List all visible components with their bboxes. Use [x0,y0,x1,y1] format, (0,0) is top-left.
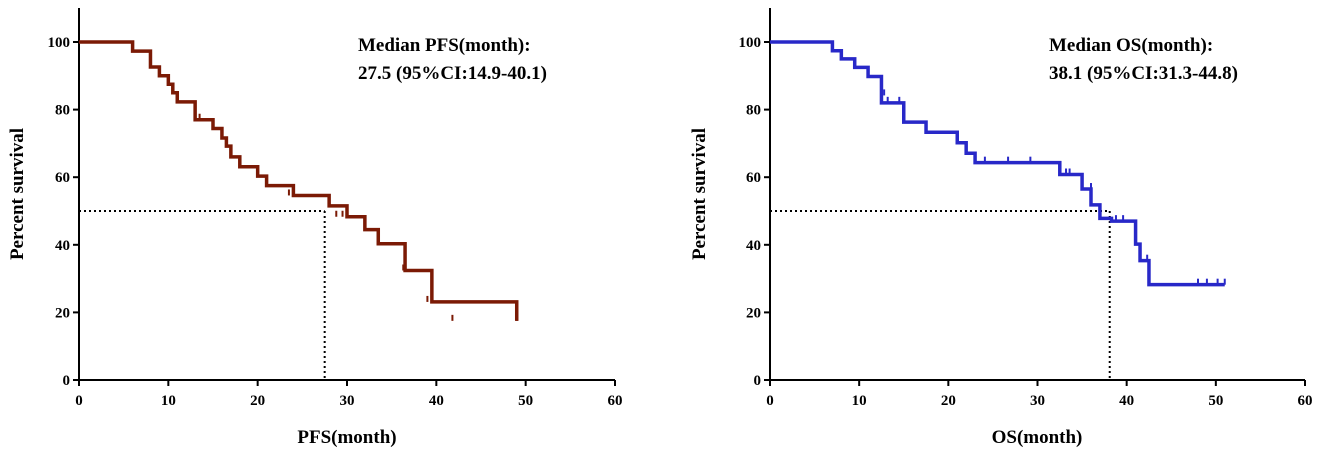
pfs-chart-panel: 0 10 20 30 40 50 60 0 20 40 60 80 100 PFS(month) Per… [7,8,623,448]
pfs-median-annotation-value: 27.5 (95%CI:14.9-40.1) [358,63,547,84]
pfs-x-axis-label: PFS(month) [297,427,396,448]
pfs-survival-step-line [79,40,519,321]
os-median-guides [770,210,1111,380]
pfs-y-tick-label: 60 [55,170,70,186]
os-x-tick-label: 40 [1119,393,1134,409]
pfs-x-tick-label: 40 [429,393,444,409]
pfs-y-tick-label: 40 [55,238,70,254]
os-x-tick-label: 10 [852,393,867,409]
os-median-annotation-title: Median OS(month): [1049,35,1213,56]
os-y-tick-label: 80 [746,103,761,119]
pfs-y-tick-label: 100 [48,35,71,51]
os-median-annotation-value: 38.1 (95%CI:31.3-44.8) [1049,63,1238,84]
pfs-y-tick-label: 20 [55,305,70,321]
os-survival-step-line [770,40,1225,287]
pfs-x-tick-label: 50 [518,393,533,409]
os-x-tick-label: 20 [941,393,956,409]
os-x-tick-label: 30 [1030,393,1045,409]
os-chart-panel: 0 10 20 30 40 50 60 0 20 40 60 80 100 OS(month) Perc… [689,8,1313,448]
os-y-axis-label: Percent survival [689,128,710,260]
os-x-tick-label: 50 [1208,393,1223,409]
pfs-y-axis-label: Percent survival [7,128,28,260]
pfs-ticks: 0 10 20 30 40 50 60 0 20 40 60 80 100 [48,35,623,409]
pfs-x-tick-label: 0 [75,393,83,409]
pfs-x-tick-label: 60 [608,393,623,409]
os-survival-curve [770,40,1226,287]
os-ticks: 0 10 20 30 40 50 60 0 20 40 60 80 100 [739,35,1313,409]
pfs-x-tick-label: 10 [161,393,176,409]
pfs-median-annotation-title: Median PFS(month): [358,35,531,56]
os-y-tick-label: 100 [739,35,762,51]
pfs-y-tick-label: 80 [55,103,70,119]
pfs-survival-curve [79,40,519,321]
pfs-x-tick-label: 30 [340,393,355,409]
pfs-x-tick-label: 20 [250,393,265,409]
os-y-tick-label: 40 [746,238,761,254]
pfs-y-tick-label: 0 [63,373,71,389]
os-y-tick-label: 0 [754,373,762,389]
os-y-tick-label: 20 [746,305,761,321]
os-y-tick-label: 60 [746,170,761,186]
pfs-median-guides [79,210,326,380]
os-x-axis-label: OS(month) [992,427,1083,448]
os-x-tick-label: 0 [766,393,774,409]
os-x-tick-label: 60 [1298,393,1313,409]
